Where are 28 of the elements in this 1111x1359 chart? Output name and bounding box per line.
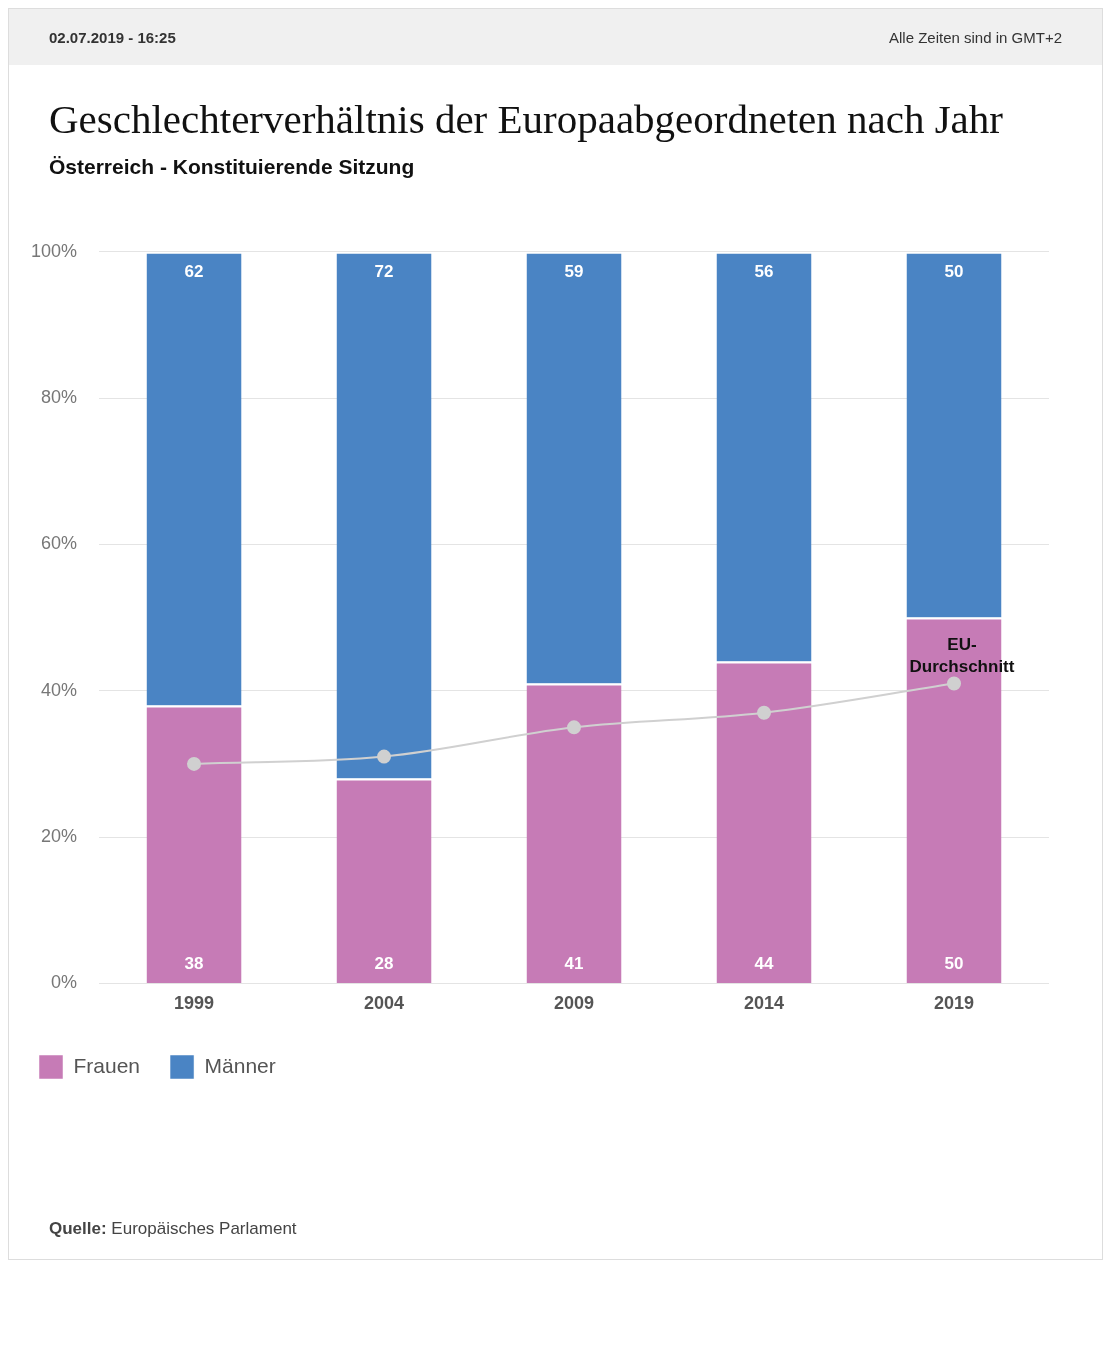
data-label: 72	[374, 261, 394, 281]
data-label: 59	[564, 261, 584, 281]
x-tick-label: 2019	[933, 993, 975, 1014]
data-label: 44	[754, 954, 774, 974]
y-tick-label: 60%	[41, 533, 78, 554]
legend-label: Frauen	[73, 1053, 141, 1077]
chart-title: Geschlechterverhältnis der Europaabgeordneten nach Jahr	[49, 95, 1004, 143]
data-label: 28	[374, 954, 394, 974]
x-tick-label: 2004	[364, 993, 405, 1014]
data-label: 56	[754, 261, 774, 281]
text: Alle Zeiten sind in GMT+2	[889, 28, 1062, 46]
y-tick-label: 80%	[41, 387, 78, 408]
data-label: 50	[944, 954, 964, 974]
text: 02.07.2019 - 16:25	[49, 28, 176, 46]
y-tick-label: 20%	[41, 826, 78, 847]
legend-label: Männer	[204, 1053, 276, 1077]
y-tick-label: 0%	[51, 972, 78, 993]
y-tick-label: 40%	[41, 679, 78, 700]
data-label: 62	[184, 261, 204, 281]
source-note: Quelle: Europäisches Parlament	[48, 1218, 298, 1240]
x-tick-label: 1999	[174, 993, 215, 1014]
data-label: 50	[944, 261, 964, 281]
x-tick-label: 2014	[743, 993, 785, 1014]
x-tick-label: 2009	[554, 993, 595, 1014]
data-label: 41	[564, 954, 584, 974]
y-tick-label: 100%	[30, 240, 78, 261]
chart-subtitle: Österreich - Konstituierende Sitzung	[49, 155, 416, 179]
data-label: 38	[184, 954, 204, 974]
